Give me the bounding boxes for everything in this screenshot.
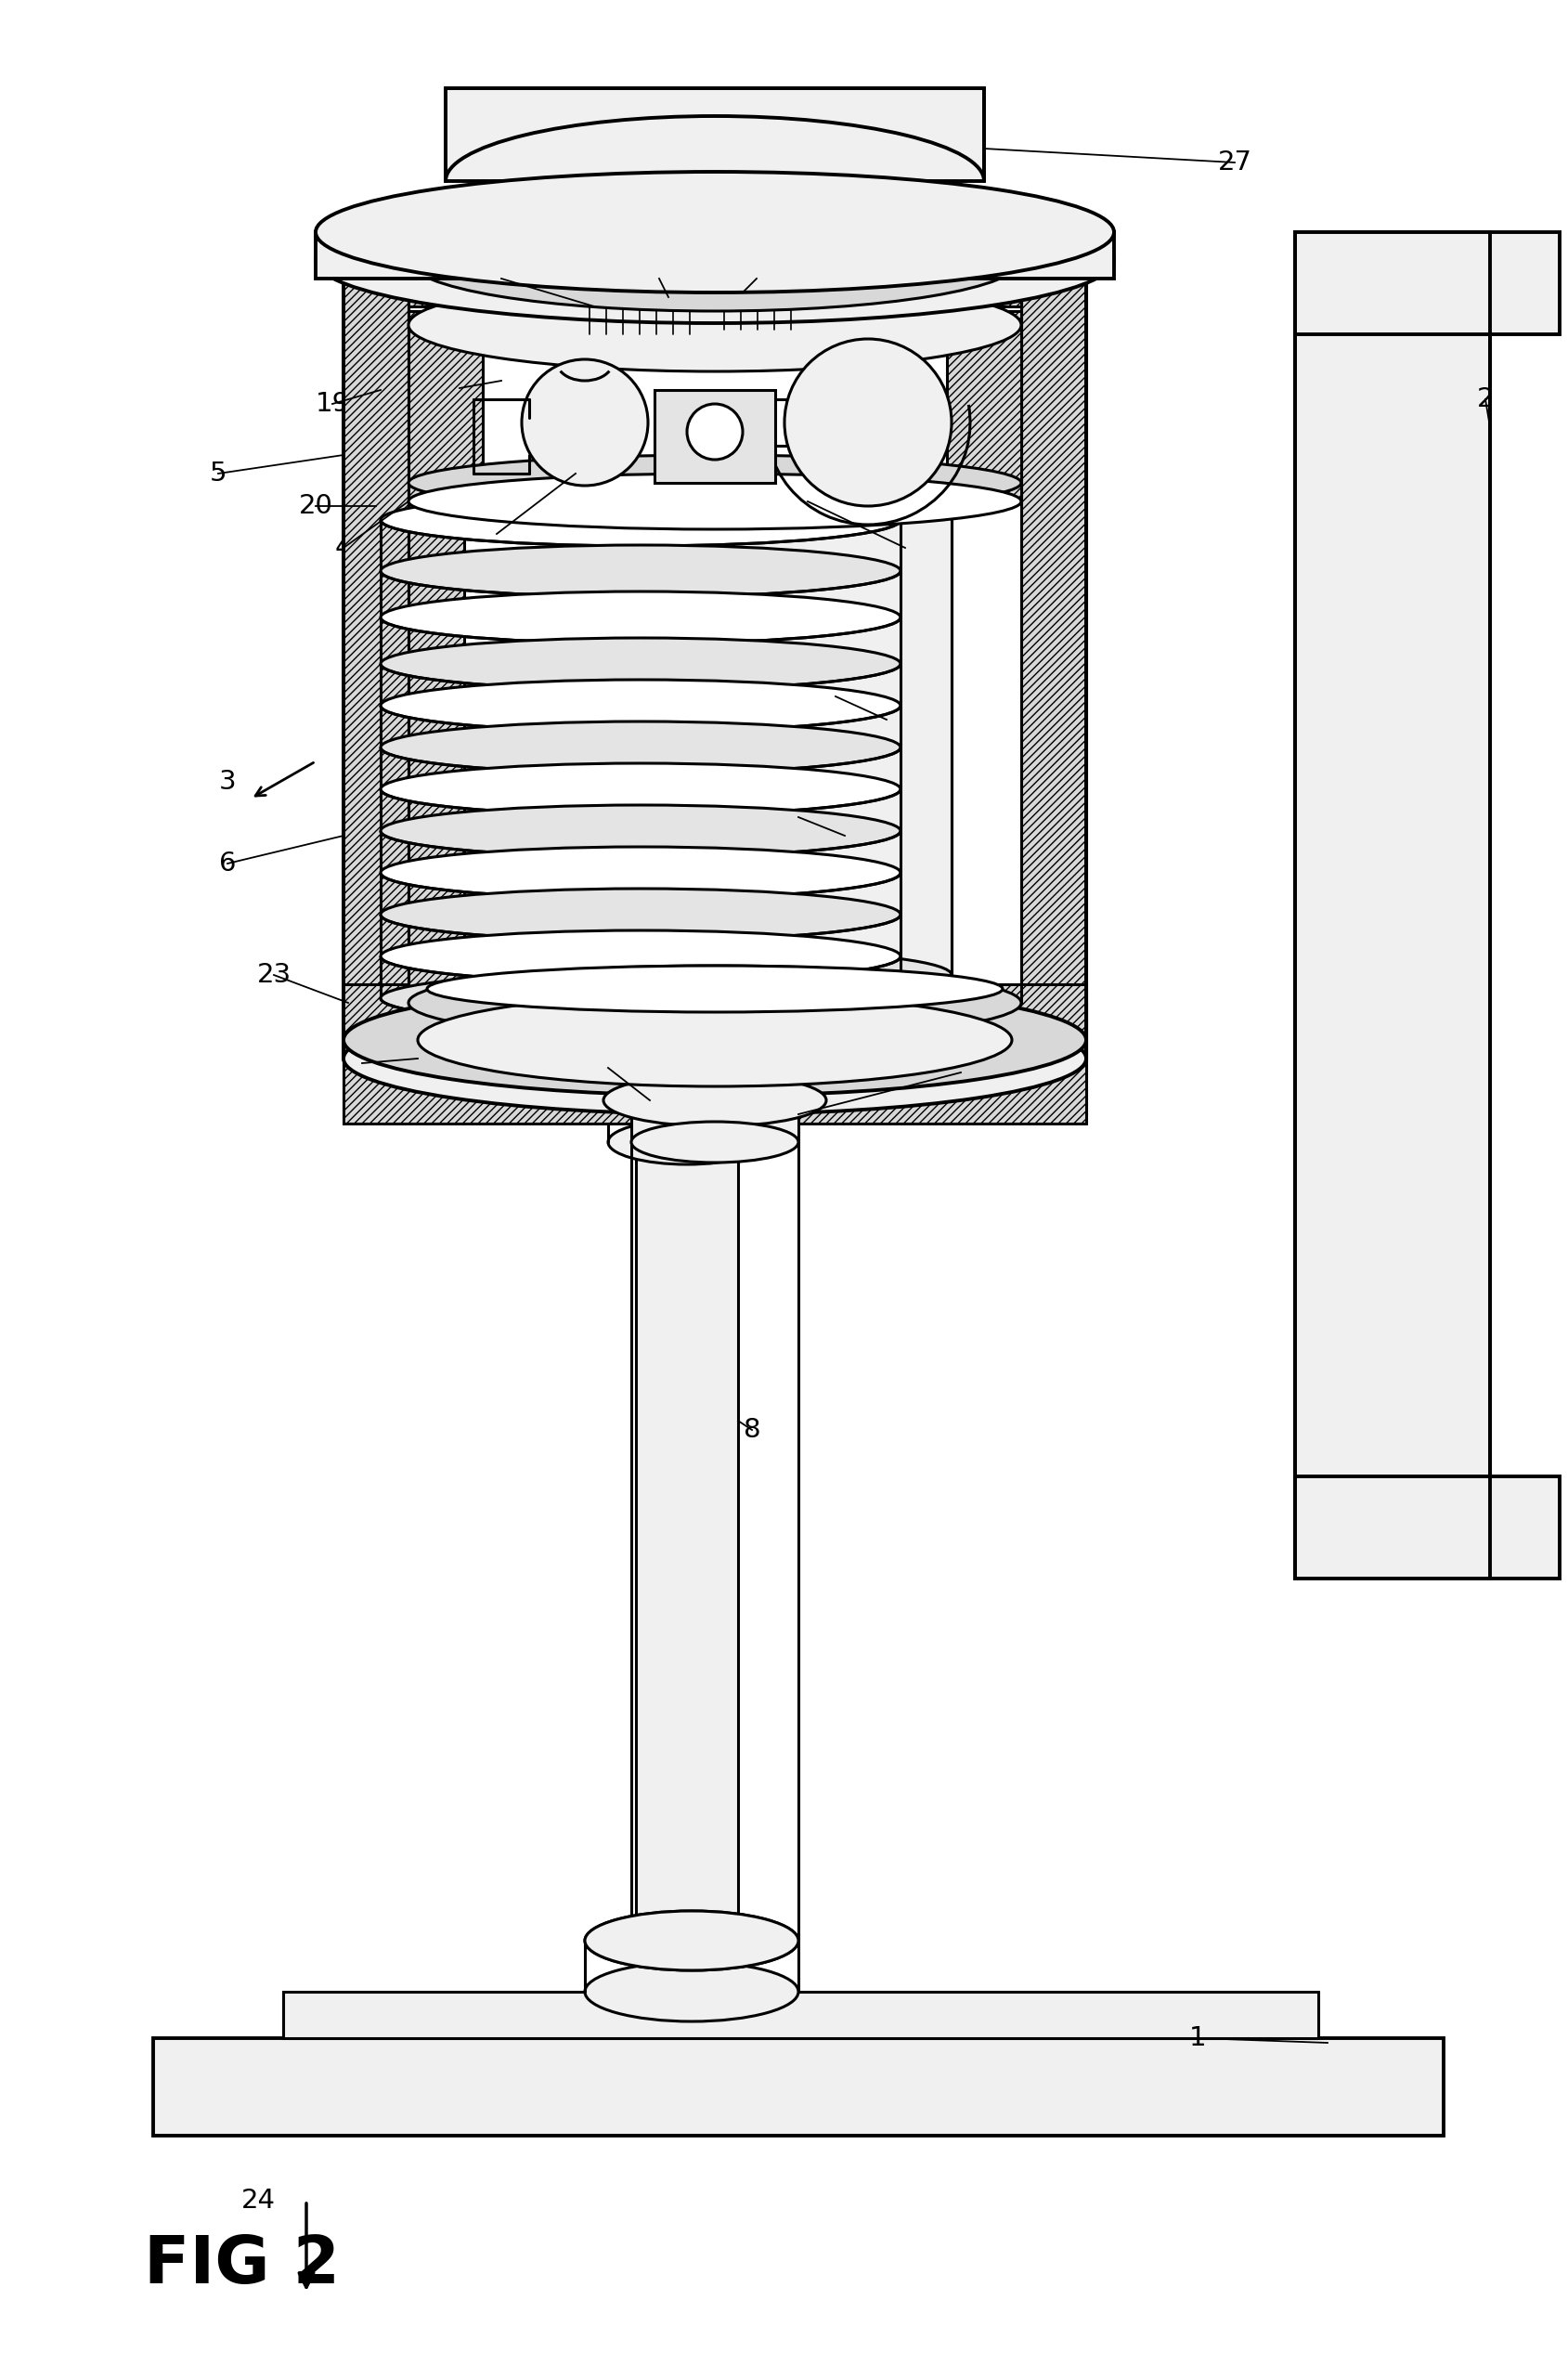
- Text: 14: 14: [826, 823, 861, 849]
- Text: 7: 7: [488, 521, 505, 547]
- Ellipse shape: [315, 171, 1113, 292]
- Text: 23: 23: [257, 963, 292, 987]
- Polygon shape: [282, 1993, 1317, 2038]
- Ellipse shape: [590, 478, 952, 526]
- Text: 26: 26: [739, 266, 773, 292]
- Polygon shape: [654, 390, 775, 483]
- Ellipse shape: [381, 680, 900, 732]
- Polygon shape: [538, 181, 891, 245]
- Ellipse shape: [381, 889, 900, 942]
- Polygon shape: [1294, 233, 1559, 335]
- Circle shape: [522, 359, 648, 485]
- Polygon shape: [408, 502, 464, 1004]
- Polygon shape: [445, 88, 983, 181]
- Polygon shape: [635, 1141, 737, 1940]
- Polygon shape: [408, 502, 1021, 1004]
- Text: 24: 24: [241, 2188, 274, 2214]
- Polygon shape: [1021, 259, 1085, 1058]
- Ellipse shape: [343, 1004, 1085, 1115]
- Polygon shape: [1021, 259, 1085, 1058]
- Polygon shape: [408, 312, 483, 483]
- Text: 3: 3: [218, 768, 235, 794]
- Polygon shape: [630, 1101, 798, 1141]
- Circle shape: [784, 340, 952, 507]
- Ellipse shape: [408, 278, 1021, 371]
- Polygon shape: [343, 1004, 1085, 1115]
- Ellipse shape: [381, 592, 900, 644]
- Polygon shape: [343, 984, 1085, 1122]
- Text: 6: 6: [218, 851, 235, 877]
- Text: 8: 8: [743, 1417, 760, 1443]
- Ellipse shape: [315, 197, 1113, 323]
- Ellipse shape: [381, 763, 900, 816]
- Text: 5: 5: [210, 461, 227, 487]
- Text: 1: 1: [1189, 2026, 1206, 2052]
- Text: 16: 16: [641, 266, 676, 292]
- Text: 10: 10: [485, 266, 517, 292]
- Polygon shape: [343, 259, 408, 1058]
- Ellipse shape: [408, 473, 1021, 530]
- Ellipse shape: [426, 965, 1002, 1013]
- Polygon shape: [947, 312, 1021, 483]
- Ellipse shape: [608, 1120, 765, 1165]
- Polygon shape: [408, 205, 1021, 307]
- Ellipse shape: [585, 1912, 798, 1971]
- Polygon shape: [408, 259, 1021, 1058]
- Ellipse shape: [585, 1912, 798, 1971]
- Polygon shape: [575, 264, 706, 283]
- Polygon shape: [154, 2038, 1443, 2135]
- Ellipse shape: [381, 637, 900, 690]
- Text: FIG 2: FIG 2: [144, 2233, 340, 2297]
- Polygon shape: [538, 233, 891, 245]
- Polygon shape: [710, 259, 817, 278]
- Text: 2: 2: [1475, 385, 1493, 411]
- Text: 27: 27: [1217, 150, 1251, 176]
- Ellipse shape: [381, 930, 900, 982]
- Ellipse shape: [590, 951, 952, 999]
- Ellipse shape: [381, 495, 900, 547]
- Ellipse shape: [585, 1962, 798, 2021]
- Ellipse shape: [408, 454, 1021, 511]
- Ellipse shape: [381, 545, 900, 597]
- Polygon shape: [1294, 1477, 1559, 1579]
- Text: 21: 21: [942, 1061, 977, 1084]
- Text: 11: 11: [442, 376, 477, 402]
- Ellipse shape: [408, 209, 1021, 312]
- Ellipse shape: [343, 984, 1085, 1096]
- Ellipse shape: [608, 1077, 765, 1122]
- Ellipse shape: [417, 994, 1011, 1087]
- Ellipse shape: [381, 847, 900, 899]
- Polygon shape: [315, 233, 1113, 278]
- Ellipse shape: [343, 205, 1085, 316]
- Polygon shape: [408, 483, 1021, 502]
- Polygon shape: [343, 259, 408, 1058]
- Text: 9: 9: [895, 535, 913, 561]
- Ellipse shape: [381, 721, 900, 773]
- Ellipse shape: [630, 1122, 798, 1163]
- Ellipse shape: [604, 1075, 826, 1127]
- Circle shape: [687, 404, 742, 459]
- Text: 12: 12: [345, 1051, 379, 1077]
- Ellipse shape: [381, 806, 900, 856]
- Text: 4: 4: [334, 535, 351, 561]
- Ellipse shape: [381, 973, 900, 1025]
- Ellipse shape: [408, 965, 1021, 1039]
- Text: 20: 20: [298, 492, 332, 518]
- Text: 15: 15: [591, 1056, 626, 1082]
- Text: 19: 19: [315, 390, 350, 416]
- Polygon shape: [1294, 233, 1490, 1579]
- Text: 13: 13: [869, 706, 903, 732]
- Polygon shape: [732, 502, 952, 975]
